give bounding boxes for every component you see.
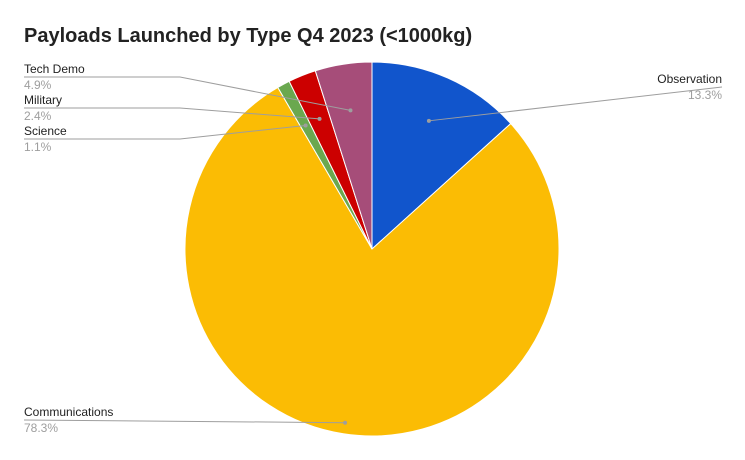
- slice-label-percent: 78.3%: [24, 421, 58, 435]
- slice-label-percent: 2.4%: [24, 109, 52, 123]
- slice-label-name: Military: [24, 93, 62, 107]
- leader-line-tech-demo: [24, 76, 351, 111]
- leader-dot: [343, 420, 348, 425]
- leader-line-observation: [428, 86, 723, 122]
- leader-dot: [317, 116, 322, 121]
- slice-label-name: Communications: [24, 405, 113, 419]
- slice-labels: Observation 13.3% Communications 78.3% Scien…: [24, 62, 722, 435]
- slice-label-name: Science: [24, 124, 67, 138]
- slice-label-name: Tech Demo: [24, 62, 85, 76]
- leader-line-military: [24, 107, 320, 120]
- slice-label-percent: 4.9%: [24, 78, 52, 92]
- pie-slice-observation: [371, 61, 512, 251]
- leader-lines: [23, 76, 723, 425]
- pie-slice-communications: [184, 86, 560, 437]
- leader-line-communications: [23, 419, 346, 424]
- leader-dot: [303, 123, 308, 128]
- slice-label-percent: 13.3%: [688, 88, 722, 102]
- pie-slice-tech-demo: [314, 61, 373, 250]
- chart-title: Payloads Launched by Type Q4 2023 (<1000…: [24, 25, 472, 47]
- leader-dot: [426, 118, 431, 123]
- slice-label-name: Observation: [657, 72, 722, 86]
- pie-slices: [184, 61, 560, 437]
- leader-line-science: [24, 124, 306, 140]
- leader-dot: [348, 108, 353, 113]
- slice-label-percent: 1.1%: [24, 140, 52, 154]
